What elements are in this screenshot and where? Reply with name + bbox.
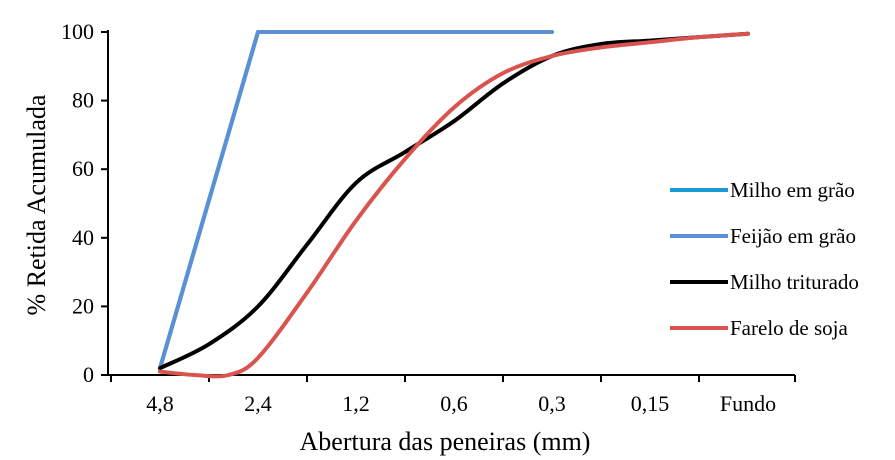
y-tick-label: 60 [72,156,94,181]
x-tick-label: Fundo [720,391,776,416]
series-line-milho-em-grao [158,30,554,371]
y-tick-label: 20 [72,293,94,318]
x-tick-label: 0,15 [631,391,670,416]
series-line-feijao-em-grao [158,30,554,371]
axes: 0 20 40 60 80 100 4,8 2,4 1,2 0,6 0,3 0,15 Fundo [61,19,796,416]
y-tick-label: 80 [72,88,94,113]
legend-label: Milho triturado [730,270,859,294]
legend-label: Farelo de soja [730,316,848,340]
legend: Milho em grão Feijão em grão Milho tritura… [670,178,859,340]
legend-label: Feijão em grão [730,224,856,248]
y-tick-label: 40 [72,225,94,250]
series-layer [158,30,750,379]
x-tick-label: 0,6 [440,391,468,416]
y-tick-label: 100 [61,19,94,44]
series-line-milho-triturado [158,31,750,371]
y-axis-title: % Retida Acumulada [22,94,51,315]
x-tick-label: 0,3 [538,391,566,416]
x-tick-label: 2,4 [244,391,272,416]
x-tick-label: 4,8 [146,391,174,416]
y-tick-label: 0 [83,362,94,387]
series-line-farelo-de-soja [158,31,750,379]
x-tick-label: 1,2 [342,391,370,416]
x-axis-title: Abertura das peneiras (mm) [300,427,591,456]
legend-label: Milho em grão [730,178,855,202]
